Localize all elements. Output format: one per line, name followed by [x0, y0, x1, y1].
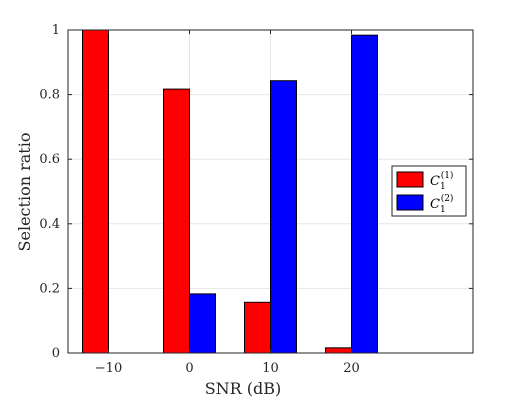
bar-2-2 [270, 80, 297, 354]
x-tick-label: 20 [343, 361, 360, 376]
plot-area: 0 0.2 0.4 0.6 0.8 1 −10 0 10 20 C1(1)C1(2) [39, 23, 474, 376]
x-axis-label: SNR (dB) [205, 379, 282, 398]
bar-1-1 [163, 88, 190, 354]
legend-swatch-1 [396, 171, 424, 188]
y-axis-label: Selection ratio [15, 133, 34, 252]
x-tick-label: 0 [185, 361, 193, 376]
legend-label-1: C1(1) [430, 170, 453, 192]
y-tick-label: 1 [52, 23, 60, 38]
y-tick-label: 0.4 [39, 217, 60, 232]
y-tick-label: 0.6 [39, 152, 60, 167]
bar-1-2 [244, 301, 271, 354]
y-tick-label: 0.2 [39, 281, 60, 296]
bar-2-1 [189, 293, 216, 354]
bar-2-3 [351, 34, 378, 354]
y-tick-label: 0 [52, 346, 60, 361]
x-tick-label: −10 [95, 361, 122, 376]
legend-label-2: C1(2) [430, 193, 453, 215]
bar-1-3 [325, 347, 352, 354]
x-tick-label: 10 [262, 361, 279, 376]
y-tick-label: 0.8 [39, 88, 60, 103]
bar-1-0 [82, 29, 109, 354]
legend-swatch-2 [396, 194, 424, 211]
